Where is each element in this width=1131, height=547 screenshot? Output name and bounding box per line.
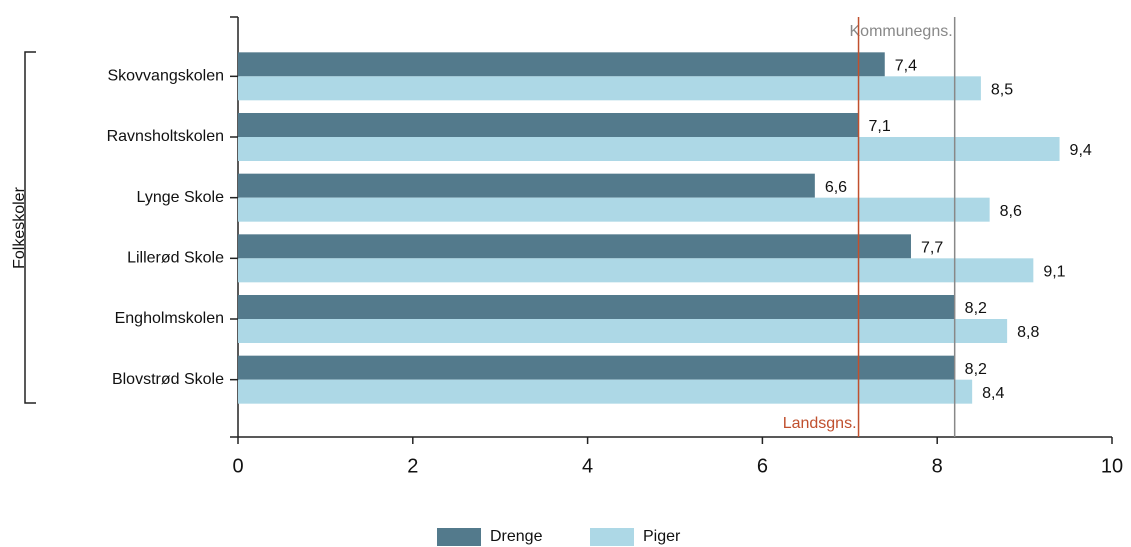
value-label: 8,2 <box>965 300 987 317</box>
bar <box>238 355 955 380</box>
y-tick-label: Engholmskolen <box>115 310 224 327</box>
reference-label: Landsgns. <box>783 415 857 432</box>
bar <box>238 295 955 319</box>
legend-swatch <box>437 528 481 546</box>
bar <box>238 379 973 404</box>
value-label: 7,1 <box>869 118 891 135</box>
x-tick-label: 2 <box>407 455 418 477</box>
y-tick-label: Lynge Skole <box>137 189 225 206</box>
value-label: 9,4 <box>1070 142 1092 159</box>
x-tick-label: 0 <box>232 455 243 477</box>
value-label: 8,6 <box>1000 203 1022 220</box>
bar <box>238 258 1034 283</box>
bar <box>238 319 1008 343</box>
value-label: 9,1 <box>1043 264 1065 281</box>
legend-swatch <box>590 528 634 546</box>
y-tick-label: Ravnsholtskolen <box>107 128 224 145</box>
value-label: 6,6 <box>825 179 847 196</box>
value-label: 7,4 <box>895 58 917 75</box>
reference-label: Kommunegns. <box>850 23 953 40</box>
bar <box>238 173 815 198</box>
x-tick-label: 8 <box>932 455 943 477</box>
y-tick-label: Lillerød Skole <box>127 250 224 267</box>
value-label: 8,2 <box>965 361 987 378</box>
group-label: Folkeskoler <box>11 186 28 268</box>
x-tick-label: 6 <box>757 455 768 477</box>
value-label: 8,5 <box>991 82 1013 99</box>
legend-label: Drenge <box>490 528 543 545</box>
bar <box>238 76 981 101</box>
bar <box>238 197 990 222</box>
legend-label: Piger <box>643 528 681 545</box>
value-label: 7,7 <box>921 240 943 257</box>
value-label: 8,4 <box>982 385 1004 402</box>
bar <box>238 137 1060 161</box>
bar <box>238 52 885 77</box>
bar <box>238 234 911 259</box>
x-tick-label: 10 <box>1101 455 1123 477</box>
group-bracket <box>24 51 36 404</box>
bar <box>238 113 859 137</box>
value-label: 8,8 <box>1017 324 1039 341</box>
y-tick-label: Blovstrød Skole <box>112 371 224 388</box>
x-tick-label: 4 <box>582 455 593 477</box>
y-tick-label: Skovvangskolen <box>107 68 224 85</box>
